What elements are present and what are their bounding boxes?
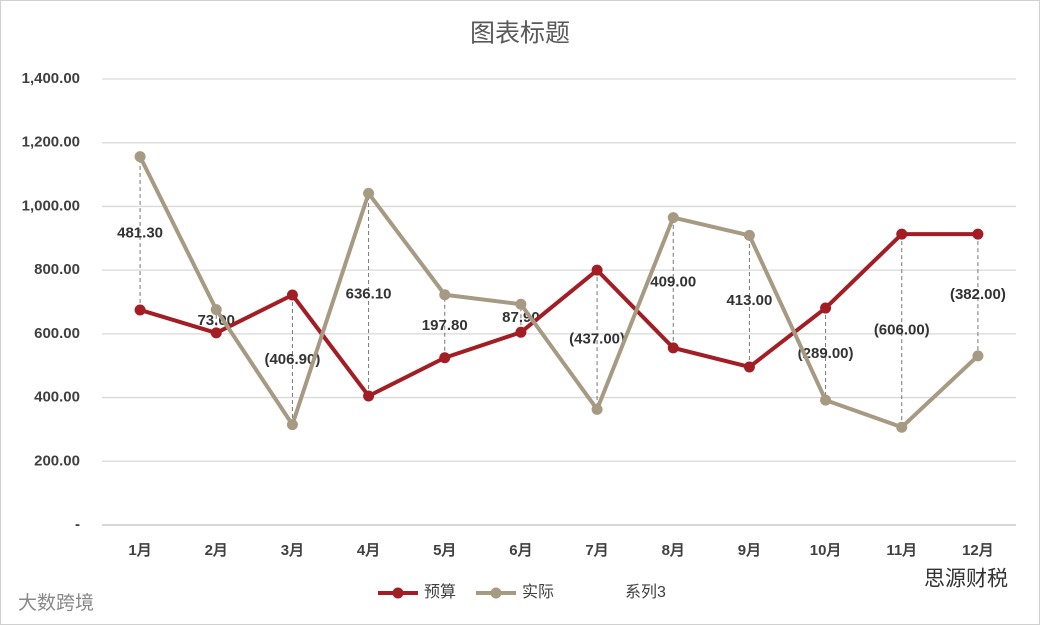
x-tick-label: 11月 xyxy=(886,542,917,559)
x-tick-label: 6月 xyxy=(509,542,532,559)
x-tick-label: 12月 xyxy=(962,542,994,559)
x-tick-label: 9月 xyxy=(738,542,761,559)
series-marker xyxy=(667,342,679,354)
x-tick-label: 5月 xyxy=(433,542,456,559)
series-marker xyxy=(515,326,527,338)
series-marker xyxy=(363,187,375,199)
series-marker xyxy=(591,264,603,276)
x-tick-label: 1月 xyxy=(128,542,151,559)
data-label: 409.00 xyxy=(650,274,696,291)
legend-label: 系列3 xyxy=(625,583,666,601)
x-tick-label: 7月 xyxy=(585,542,608,559)
series-marker xyxy=(896,421,908,433)
data-label: (406.90) xyxy=(264,351,320,368)
series-marker xyxy=(286,289,298,301)
series-marker xyxy=(210,327,222,339)
series-marker xyxy=(896,228,908,240)
data-label: 197.80 xyxy=(422,317,468,334)
data-label: 87.90 xyxy=(502,309,540,326)
chart-title: 图表标题 xyxy=(470,20,570,48)
series-marker xyxy=(134,151,146,163)
watermark: 大数跨境 xyxy=(18,592,94,614)
y-tick-label: 400.00 xyxy=(34,389,80,406)
series-marker xyxy=(972,350,984,362)
x-tick-label: 4月 xyxy=(357,542,380,559)
x-tick-label: 3月 xyxy=(281,542,304,559)
legend-marker xyxy=(490,587,502,599)
data-label: (606.00) xyxy=(874,322,930,339)
x-tick-label: 8月 xyxy=(662,542,685,559)
series-marker xyxy=(820,302,832,314)
series-marker xyxy=(210,304,222,316)
series-marker xyxy=(439,352,451,364)
series-line xyxy=(139,232,978,398)
y-tick-label: 800.00 xyxy=(34,261,80,278)
y-tick-label: 200.00 xyxy=(34,452,80,469)
y-tick-label: 1,400.00 xyxy=(22,70,80,87)
watermark: 思源财税 xyxy=(924,568,1008,591)
y-tick-label: - xyxy=(75,516,80,533)
legend-label: 实际 xyxy=(522,583,554,601)
x-tick-label: 2月 xyxy=(205,542,228,559)
y-tick-label: 1,000.00 xyxy=(22,197,80,214)
series-marker xyxy=(743,229,755,241)
series-marker xyxy=(286,419,298,431)
legend-label: 预算 xyxy=(424,582,456,601)
data-label: (382.00) xyxy=(950,286,1006,303)
data-label: (289.00) xyxy=(798,345,854,362)
data-label: 413.00 xyxy=(726,292,772,309)
series-marker xyxy=(591,403,603,415)
series-marker xyxy=(667,212,679,224)
series-line xyxy=(138,155,980,430)
data-label: 481.30 xyxy=(117,224,163,241)
series-marker xyxy=(743,361,755,373)
series-marker xyxy=(820,394,832,406)
data-label: 636.10 xyxy=(346,286,392,303)
series-marker xyxy=(972,228,984,240)
series-marker xyxy=(134,304,146,316)
series-marker xyxy=(515,298,527,310)
series-marker xyxy=(439,289,451,301)
legend-marker xyxy=(392,587,404,599)
x-tick-label: 10月 xyxy=(810,542,842,559)
y-tick-label: 1,200.00 xyxy=(22,134,80,151)
data-label: (437.00) xyxy=(569,331,625,348)
y-tick-label: 600.00 xyxy=(34,325,80,342)
series-marker xyxy=(363,390,375,402)
